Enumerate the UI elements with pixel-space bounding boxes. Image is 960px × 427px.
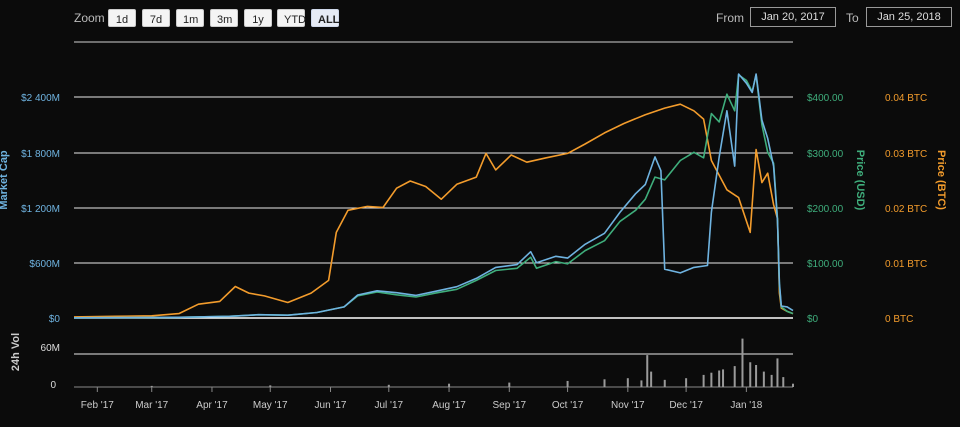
x-tick-label: Feb '17	[81, 400, 114, 411]
price-btc-tick-label: 0.04 BTC	[885, 93, 927, 104]
from-label: From	[716, 11, 744, 25]
volume-bar[interactable]	[733, 366, 736, 387]
volume-bar[interactable]	[755, 365, 758, 387]
price-usd-tick-label: $0	[807, 314, 819, 325]
volume-tick-label: 0	[50, 380, 56, 391]
x-tick-label: Jun '17	[315, 400, 347, 411]
volume-bar[interactable]	[269, 385, 272, 387]
price-usd-tick-label: $100.00	[807, 259, 844, 270]
price-btc-tick-label: 0.02 BTC	[885, 204, 927, 215]
volume-bar[interactable]	[448, 383, 451, 387]
price-btc-tick-label: 0.01 BTC	[885, 259, 927, 270]
volume-bar[interactable]	[782, 377, 785, 387]
zoom-1d-button[interactable]: 1d	[108, 9, 136, 27]
x-tick-label: Nov '17	[611, 400, 645, 411]
price-btc-tick-label: 0 BTC	[885, 314, 913, 325]
zoom-label: Zoom	[74, 11, 105, 25]
from-date-input[interactable]	[750, 7, 836, 27]
volume-bar[interactable]	[792, 383, 794, 387]
price-usd-axis-title: Price (USD)	[854, 150, 866, 211]
volume-bar[interactable]	[762, 371, 765, 387]
volume-bar[interactable]	[150, 385, 153, 387]
price-usd-tick-label: $400.00	[807, 93, 844, 104]
volume-bar[interactable]	[776, 358, 779, 387]
market-cap-axis-title: Market Cap	[0, 150, 10, 210]
x-tick-label: Mar '17	[135, 400, 168, 411]
zoom-3m-button[interactable]: 3m	[210, 9, 238, 27]
x-tick-label: Apr '17	[196, 400, 228, 411]
to-label: To	[846, 11, 859, 25]
volume-tick-label: 60M	[41, 343, 60, 354]
volume-bar[interactable]	[702, 374, 705, 387]
zoom-1m-button[interactable]: 1m	[176, 9, 204, 27]
market-cap-tick-label: $1 800M	[21, 149, 60, 160]
x-tick-label: Aug '17	[432, 400, 466, 411]
x-tick-label: Jan '18	[730, 400, 762, 411]
price_btc-series-line[interactable]	[73, 103, 794, 318]
volume-bar[interactable]	[749, 362, 752, 387]
price-usd-tick-label: $200.00	[807, 204, 844, 215]
zoom-7d-button[interactable]: 7d	[142, 9, 170, 27]
volume-bar[interactable]	[770, 374, 773, 387]
x-tick-label: Dec '17	[669, 400, 703, 411]
market_cap-series-line[interactable]	[73, 73, 794, 319]
volume-bar[interactable]	[646, 355, 649, 387]
market-cap-tick-label: $0	[49, 314, 61, 325]
volume-bar[interactable]	[566, 380, 569, 387]
zoom-1y-button[interactable]: 1y	[244, 9, 272, 27]
x-tick-label: Sep '17	[492, 400, 526, 411]
volume-bar[interactable]	[741, 338, 744, 387]
market-cap-tick-label: $600M	[29, 259, 60, 270]
volume-bar[interactable]	[663, 379, 666, 387]
volume-bar[interactable]	[718, 370, 721, 388]
volume-bar[interactable]	[508, 382, 511, 387]
to-date-input[interactable]	[866, 7, 952, 27]
volume-bar[interactable]	[722, 369, 725, 387]
volume-axis-title: 24h Vol	[10, 333, 22, 371]
volume-bar[interactable]	[650, 371, 653, 387]
price-usd-tick-label: $300.00	[807, 149, 844, 160]
volume-bar[interactable]	[626, 378, 629, 387]
price-btc-axis-title: Price (BTC)	[935, 150, 947, 210]
volume-bar[interactable]	[387, 384, 390, 387]
toolbar: Zoom 1d 7d 1m 3m 1y YTD ALL From To	[0, 0, 960, 36]
market-cap-tick-label: $2 400M	[21, 93, 60, 104]
volume-bar[interactable]	[640, 380, 643, 387]
zoom-ytd-button[interactable]: YTD	[277, 9, 306, 27]
x-tick-label: May '17	[253, 400, 288, 411]
volume-bar[interactable]	[603, 379, 606, 387]
price-btc-tick-label: 0.03 BTC	[885, 149, 927, 160]
x-tick-label: Jul '17	[375, 400, 404, 411]
x-tick-label: Oct '17	[552, 400, 584, 411]
volume-bar[interactable]	[685, 378, 688, 387]
zoom-all-button[interactable]: ALL	[311, 9, 339, 27]
volume-bar[interactable]	[710, 372, 713, 387]
price_usd-series-line[interactable]	[73, 74, 794, 319]
market-cap-tick-label: $1 200M	[21, 204, 60, 215]
